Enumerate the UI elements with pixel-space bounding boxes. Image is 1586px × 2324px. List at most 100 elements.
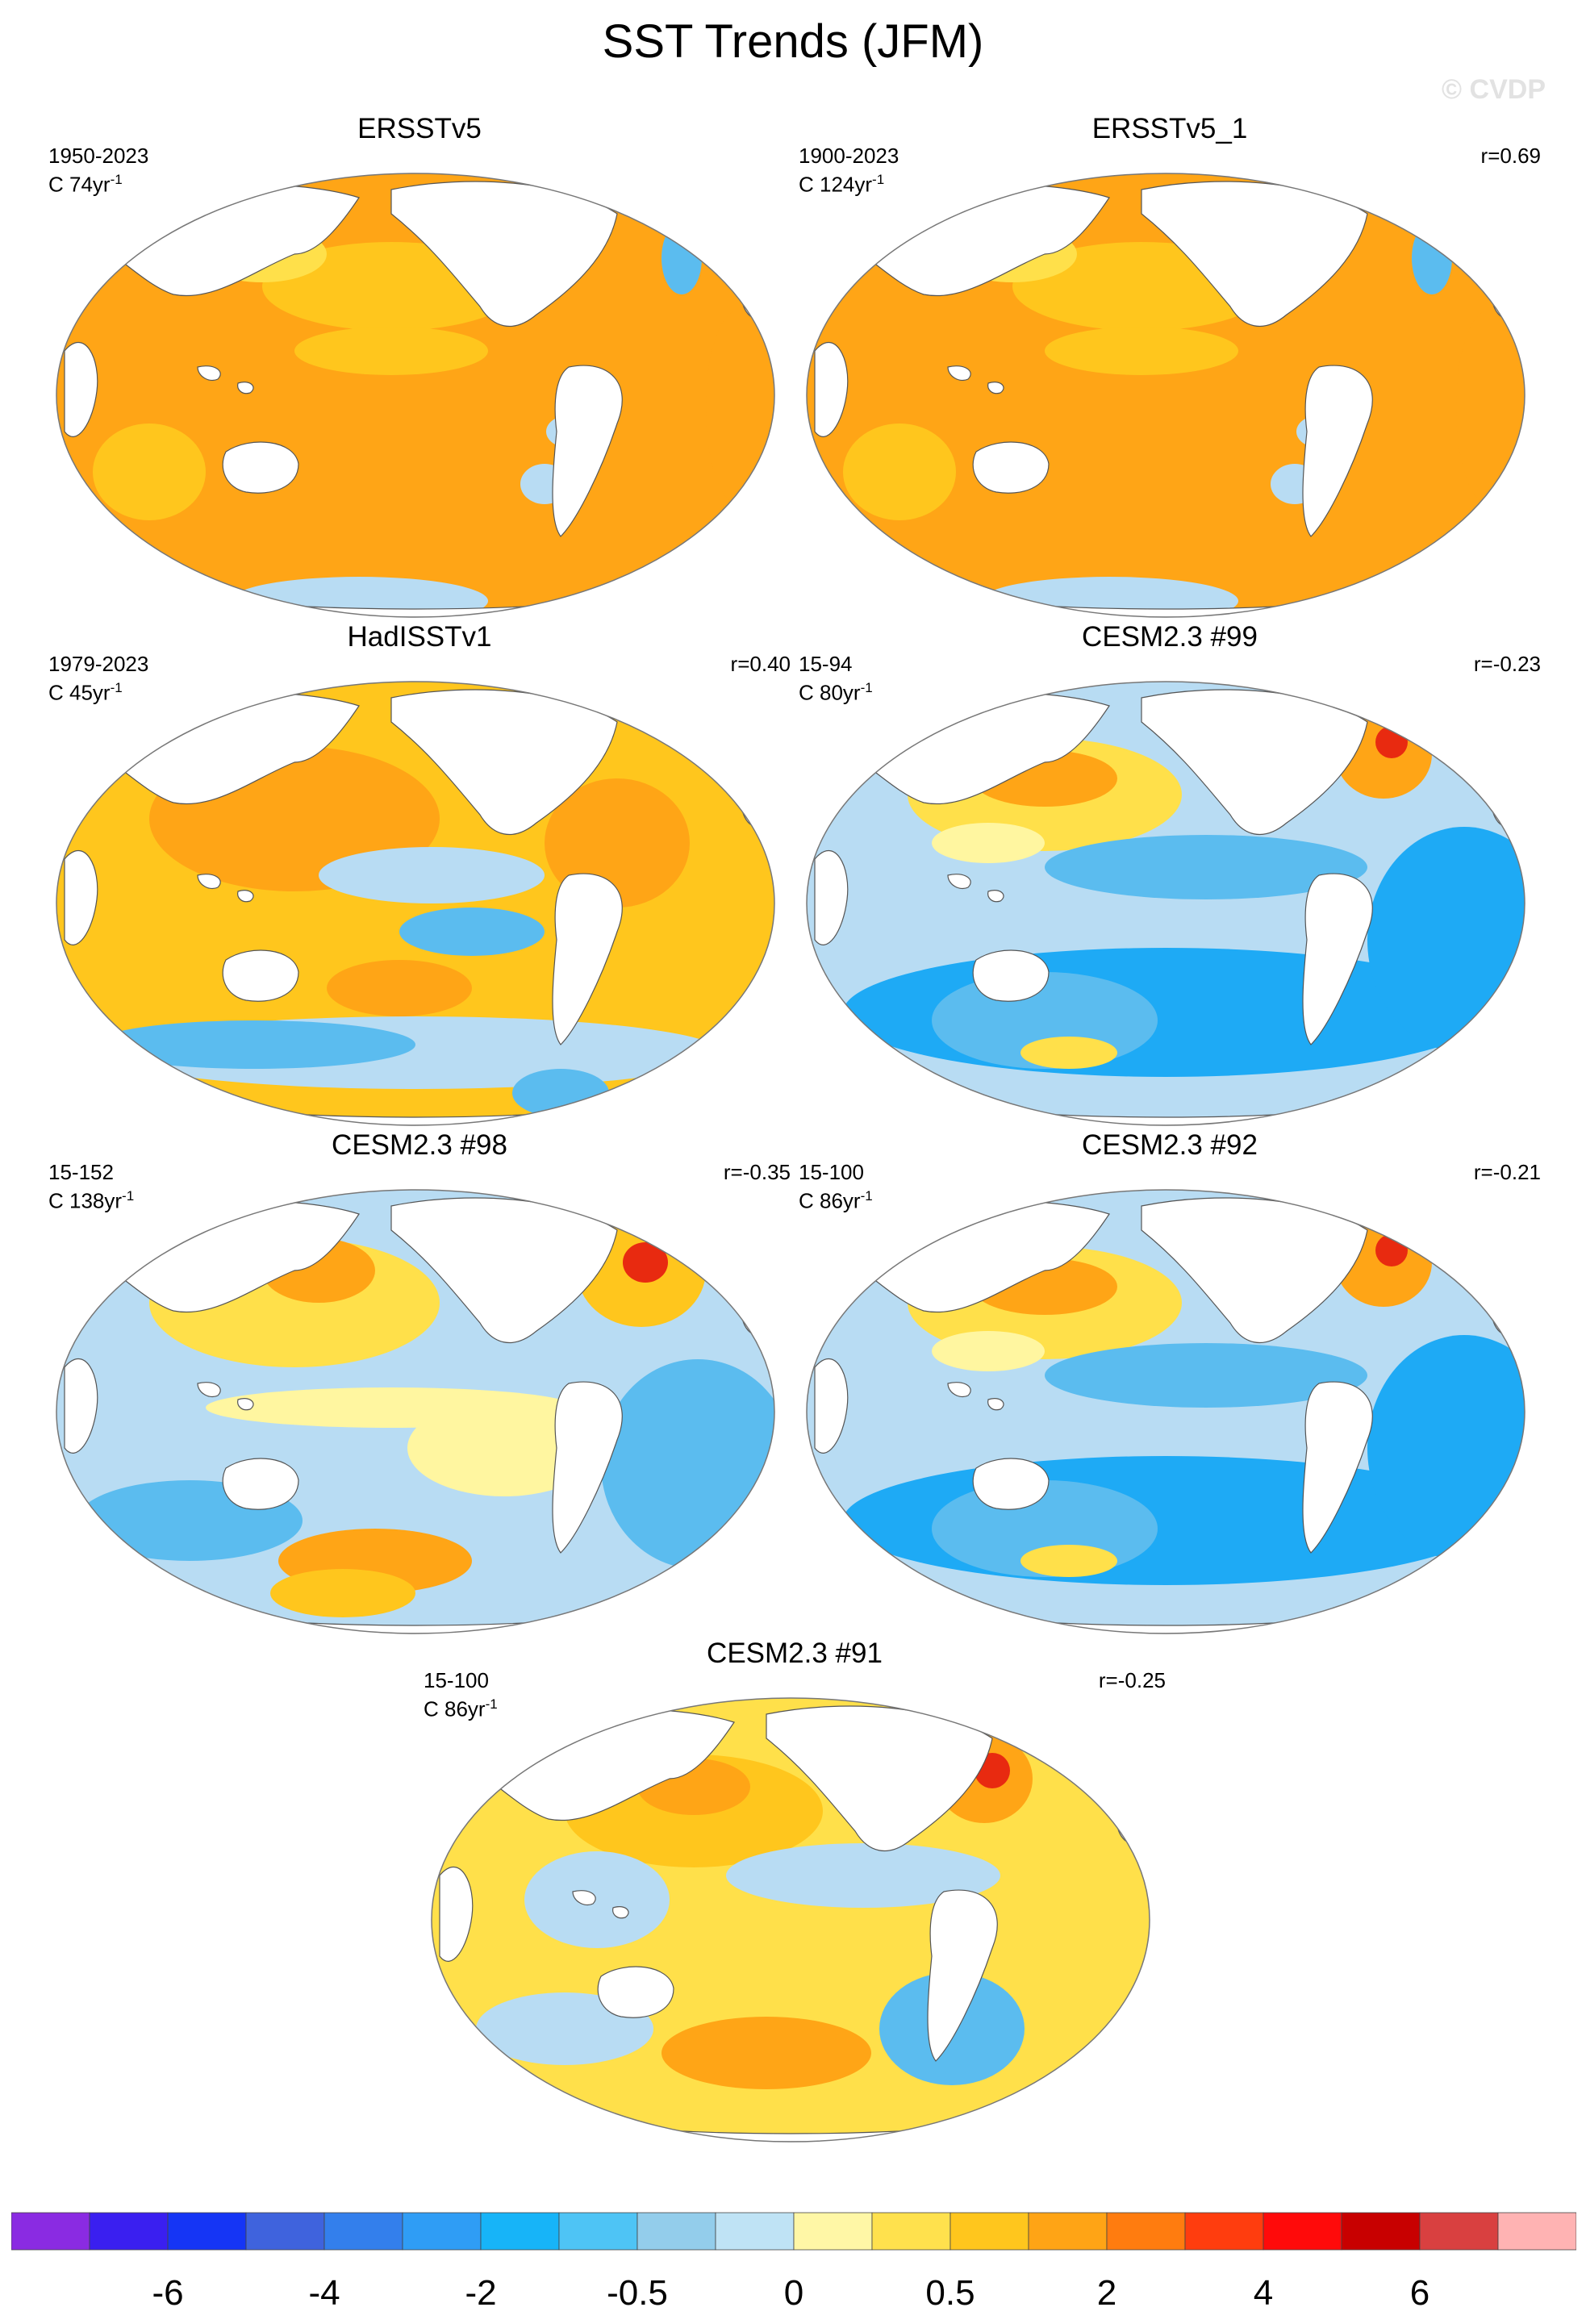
colorbar-box [793, 2212, 873, 2251]
land-mass [616, 686, 668, 729]
land-mass [197, 1382, 221, 1398]
panel-trend-length: C 45yr-1 [48, 676, 148, 705]
sst-trend-map [56, 173, 775, 618]
trend-region [56, 173, 774, 617]
panel-trend-exponent: -1 [860, 1188, 873, 1204]
colorbar-box [1106, 2212, 1186, 2251]
land-mass [991, 1703, 1043, 1746]
map-panel: ERSSTv5_1 1900-2023 C 124yr-1 r=0.69 [799, 113, 1541, 618]
panel-trend-length: C 80yr-1 [799, 676, 873, 705]
panel-period-info: 15-100 C 86yr-1 [424, 1668, 498, 1721]
trend-region [1045, 835, 1367, 899]
map-boundary [806, 681, 1525, 1126]
land-mass [972, 1458, 1050, 1510]
panel-trend-value: C 74yr [48, 172, 111, 197]
land-mass [814, 849, 849, 945]
map-boundary [806, 173, 1525, 618]
colorbar-label: 6 [1409, 2273, 1430, 2313]
land-mass [552, 873, 623, 1045]
land-mass [987, 382, 1004, 394]
colorbar-box [1341, 2212, 1421, 2251]
panel-period: 15-152 [48, 1160, 114, 1184]
colorbar-label: -0.5 [607, 2273, 668, 2313]
land-mass [572, 1890, 596, 1906]
panel-period: 1900-2023 [799, 144, 899, 168]
trend-region [327, 960, 472, 1016]
land-mass [1141, 689, 1368, 836]
land-mass [597, 1966, 674, 2018]
colorbar-label: -6 [152, 2273, 184, 2313]
land-mass [390, 689, 618, 836]
panel-period-info: 1979-2023 C 45yr-1 [48, 652, 148, 705]
panel-period-info: 15-94 C 80yr-1 [799, 652, 873, 705]
panel-period-info: 15-100 C 86yr-1 [799, 1160, 873, 1213]
colorbar-label: 0.5 [925, 2273, 975, 2313]
trend-region [843, 423, 956, 520]
panel-trend-value: C 86yr [424, 1696, 486, 1721]
land-mass [972, 949, 1050, 1002]
colorbar-box [950, 2212, 1029, 2251]
land-mass [197, 365, 221, 382]
map-boundary [431, 1697, 1150, 2143]
trend-region [93, 423, 206, 520]
land-mass [237, 1398, 254, 1411]
colorbar-label: 0 [783, 2273, 804, 2313]
map-boundary [806, 1189, 1525, 1634]
trend-region [319, 847, 545, 903]
panel-title: CESM2.3 #92 [1082, 1129, 1258, 1161]
land-mass [1141, 1197, 1368, 1344]
trend-region [726, 1843, 1000, 1908]
land-mass [947, 365, 971, 382]
colorbar-box [1419, 2212, 1499, 2251]
map-boundary [56, 1189, 775, 1634]
panel-correlation: r=0.69 [1480, 144, 1541, 168]
trend-region [706, 311, 770, 504]
land-mass [814, 341, 849, 437]
panel-trend-length: C 124yr-1 [799, 168, 899, 197]
land-mass [612, 1906, 629, 1919]
land-mass [237, 382, 254, 394]
colorbar-label: 2 [1096, 2273, 1117, 2313]
colorbar-box [1497, 2212, 1576, 2251]
land-mass [222, 949, 299, 1002]
land-mass [987, 1398, 1004, 1411]
panel-period: 1979-2023 [48, 652, 149, 676]
colorbar-label: 4 [1253, 2273, 1274, 2313]
colorbar-box [715, 2212, 795, 2251]
panel-trend-value: C 80yr [799, 680, 861, 705]
land-mass [616, 178, 668, 221]
panel-trend-length: C 138yr-1 [48, 1184, 134, 1213]
trend-region [93, 1020, 415, 1069]
trend-region [524, 1851, 670, 1948]
panel-trend-value: C 45yr [48, 680, 111, 705]
trend-region [399, 907, 545, 956]
colorbar-box [1184, 2212, 1264, 2251]
panel-period: 1950-2023 [48, 144, 149, 168]
panel-trend-exponent: -1 [122, 1188, 135, 1204]
panel-trend-length: C 86yr-1 [799, 1184, 873, 1213]
panel-title: ERSSTv5_1 [1091, 113, 1248, 144]
sst-trend-map [431, 1697, 1150, 2143]
land-mass [64, 341, 98, 437]
colorbar-box [558, 2212, 638, 2251]
panel-trend-exponent: -1 [485, 1696, 498, 1712]
map-panel: ERSSTv5 1950-2023 C 74yr-1 [48, 113, 791, 618]
panel-trend-value: C 124yr [799, 172, 873, 197]
colorbar-box [636, 2212, 716, 2251]
land-mass [947, 1382, 971, 1398]
land-mass [1141, 181, 1368, 328]
colorbar-box [402, 2212, 482, 2251]
land-mass [814, 1358, 849, 1454]
land-mass [222, 441, 299, 494]
panel-title: HadISSTv1 [347, 621, 492, 653]
colorbar-box [323, 2212, 403, 2251]
land-mass [1302, 365, 1373, 537]
colorbar-box [480, 2212, 560, 2251]
sst-trend-map [806, 1189, 1525, 1634]
land-mass [64, 1358, 98, 1454]
panel-title: CESM2.3 #98 [332, 1129, 507, 1161]
panel-correlation: r=0.40 [730, 652, 791, 676]
colorbar-box [245, 2212, 325, 2251]
panel-trend-length: C 86yr-1 [424, 1692, 498, 1721]
land-mass [927, 1889, 998, 2062]
